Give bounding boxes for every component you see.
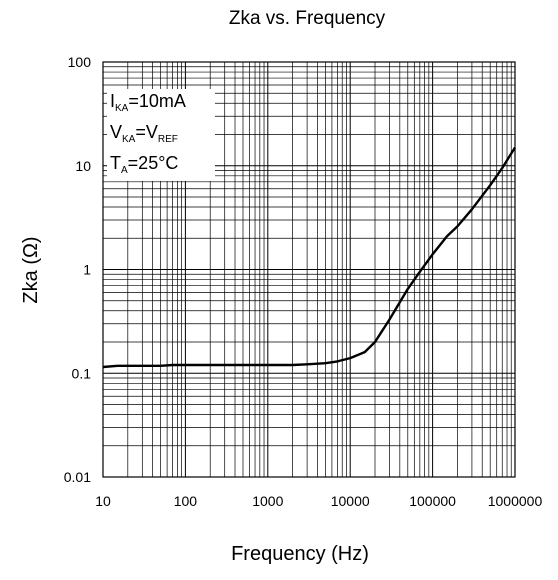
chart-title: Zka vs. Frequency bbox=[229, 8, 386, 29]
y-tick-label: 1 bbox=[83, 262, 91, 278]
x-tick-label: 100 bbox=[174, 493, 198, 509]
annotation-line: IKA=10mA bbox=[110, 91, 186, 114]
y-axis-title: Zka (Ω) bbox=[20, 236, 42, 303]
condition-annotation: IKA=10mA VKA=VREF TA=25°C bbox=[107, 89, 215, 181]
x-tick-label: 10 bbox=[95, 493, 111, 509]
y-tick-label: 10 bbox=[75, 158, 91, 174]
x-tick-label: 1000 bbox=[252, 493, 283, 509]
x-tick-label: 100000 bbox=[409, 493, 456, 509]
series-line-zka bbox=[102, 146, 517, 369]
x-tick-label: 10000 bbox=[331, 493, 370, 509]
y-tick-label: 100 bbox=[68, 54, 92, 70]
y-tick-label: 0.1 bbox=[72, 365, 92, 381]
y-tick-label: 0.01 bbox=[64, 469, 91, 485]
annotation-line: TA=25°C bbox=[110, 153, 178, 176]
x-axis-title: Frequency (Hz) bbox=[231, 543, 369, 565]
y-tick-labels: 0.01 0.1 1 10 100 bbox=[64, 54, 91, 485]
x-tick-labels: 10 100 1000 10000 100000 1000000 bbox=[95, 493, 542, 509]
annotation-box bbox=[107, 89, 215, 181]
x-tick-label: 1000000 bbox=[488, 493, 543, 509]
annotation-line: VKA=VREF bbox=[110, 122, 178, 145]
plot-frame bbox=[102, 61, 516, 478]
